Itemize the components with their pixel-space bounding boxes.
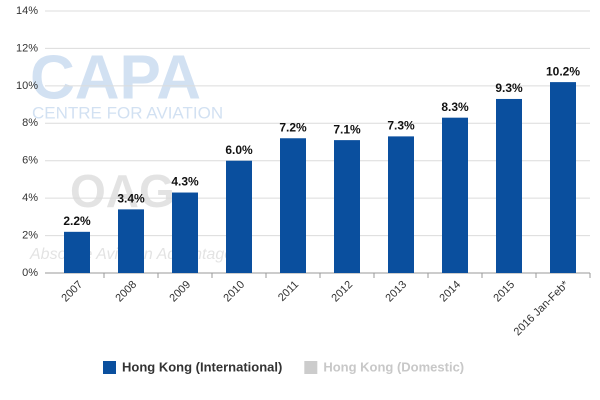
x-tick-label: 2015 — [491, 279, 517, 305]
legend-swatch — [304, 361, 318, 374]
bar — [172, 192, 198, 273]
data-label: 7.1% — [333, 122, 361, 136]
y-tick-label: 0% — [22, 267, 38, 279]
bar — [226, 160, 252, 273]
x-tick-label: 2014 — [437, 279, 463, 305]
bar — [388, 136, 414, 273]
data-label: 3.4% — [117, 192, 145, 206]
bar — [334, 140, 360, 273]
data-label: 9.3% — [495, 81, 523, 95]
watermark: CAPA — [30, 43, 201, 112]
y-tick-label: 12% — [16, 42, 38, 54]
bar — [280, 138, 306, 273]
legend-label: Hong Kong (Domestic) — [323, 359, 464, 374]
watermark: CENTRE FOR AVIATION — [32, 103, 223, 122]
y-tick-label: 8% — [22, 117, 38, 129]
bar — [442, 117, 468, 274]
x-tick-label: 2008 — [113, 279, 139, 305]
data-label: 7.2% — [279, 120, 307, 134]
x-tick-label: 2011 — [276, 279, 301, 304]
bar — [496, 98, 522, 273]
data-label: 7.3% — [387, 119, 415, 133]
data-label: 8.3% — [441, 100, 469, 114]
y-tick-label: 4% — [22, 192, 38, 204]
data-label: 2.2% — [63, 214, 91, 228]
y-tick-label: 2% — [22, 229, 38, 241]
legend-label: Hong Kong (International) — [122, 359, 282, 374]
data-label: 4.3% — [171, 175, 199, 189]
bar — [118, 209, 144, 273]
x-tick-label: 2010 — [221, 279, 247, 305]
x-tick-label: 2016 Jan-Feb* — [512, 278, 572, 338]
watermark: OAG — [70, 165, 175, 217]
bar — [64, 231, 90, 273]
legend-swatch — [103, 361, 116, 374]
y-tick-label: 6% — [22, 155, 38, 167]
x-tick-label: 2012 — [329, 279, 355, 305]
data-label: 6.0% — [225, 143, 253, 157]
data-label: 10.2% — [546, 64, 580, 78]
bar — [550, 82, 576, 273]
x-tick-label: 2013 — [383, 279, 409, 305]
x-tick-label: 2007 — [59, 279, 85, 305]
y-tick-label: 14% — [16, 5, 38, 17]
y-tick-label: 10% — [16, 80, 38, 92]
x-tick-label: 2009 — [167, 279, 193, 305]
